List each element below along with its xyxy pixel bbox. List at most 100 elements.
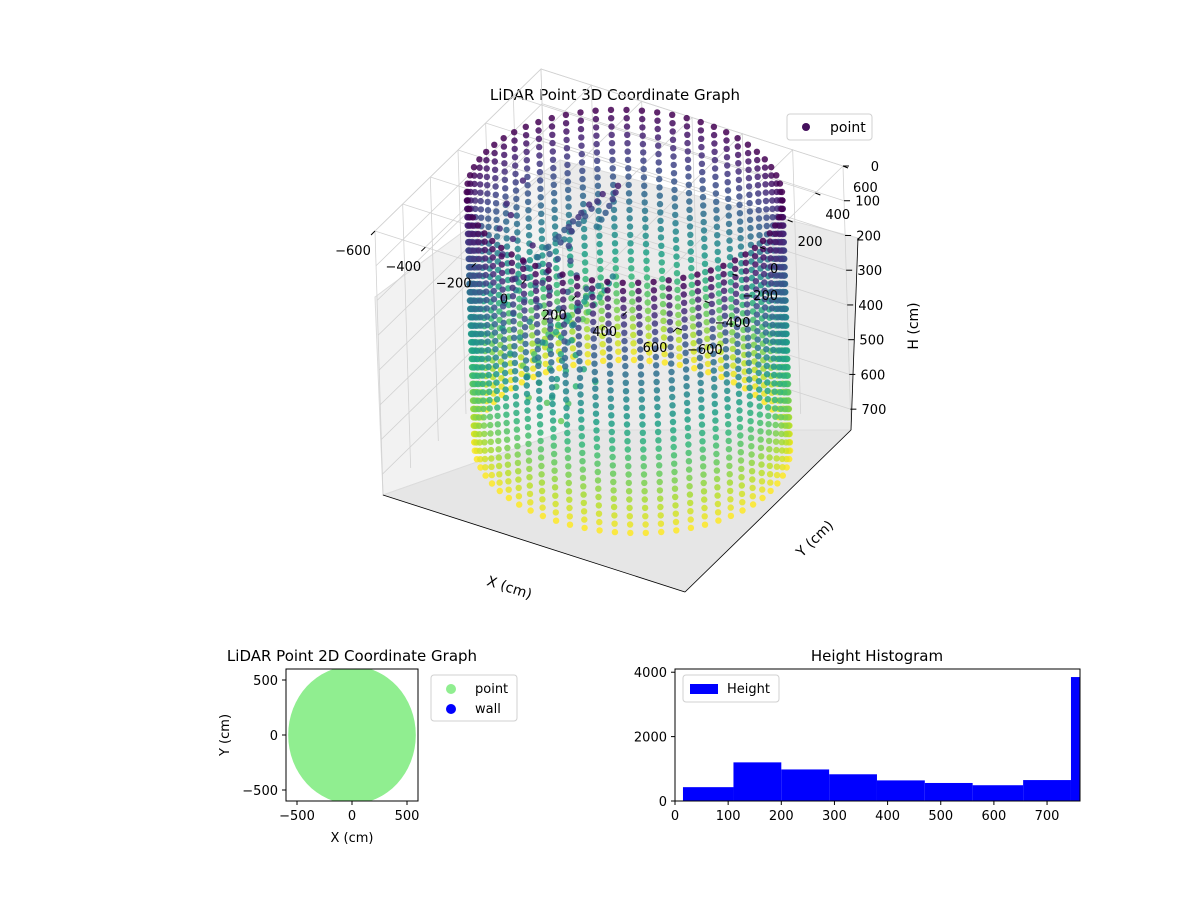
data-point-3d [466, 172, 474, 179]
data-point-3d [657, 495, 664, 502]
data-point-3d [480, 405, 487, 413]
data-point-3d [591, 368, 598, 376]
data-point-3d [501, 151, 508, 159]
data-point-3d [695, 321, 703, 328]
y-tick-3d [732, 273, 738, 277]
data-point-3d [473, 339, 480, 346]
data-point-3d [739, 507, 746, 514]
data-point-3d [613, 298, 620, 305]
data-point-3d [727, 504, 734, 511]
data-point-3d [746, 384, 753, 391]
data-point-3d [736, 399, 743, 406]
y-tick-label-3d: 200 [798, 235, 823, 250]
data-point-3d [576, 358, 583, 365]
data-point-3d [642, 232, 649, 239]
data-point-3d [548, 114, 555, 122]
data-point-3d [515, 262, 522, 269]
data-point-3d [670, 435, 677, 442]
data-point-3d [565, 463, 572, 470]
data-point-3d [657, 217, 664, 224]
data-point-3d [725, 446, 733, 453]
data-point-3d [747, 434, 755, 441]
data-point-3d [700, 210, 707, 217]
data-point-3d [476, 156, 483, 163]
data-point-3d [720, 287, 728, 294]
data-point-3d [684, 156, 692, 163]
data-point-3d [737, 226, 744, 234]
data-point-3d [714, 500, 722, 508]
data-point-3d [538, 479, 546, 486]
data-point-3d [574, 299, 581, 306]
data-point-3d [694, 288, 702, 295]
data-point-3d [723, 129, 730, 136]
data-point-3d [551, 484, 559, 491]
data-point-3d [553, 265, 560, 272]
data-point-3d [685, 181, 692, 188]
data-point-3d [514, 451, 521, 458]
data-point-3d [492, 346, 499, 353]
data-point-3d [485, 223, 492, 231]
histogram-title: Height Histogram [811, 647, 943, 665]
data-point-3d [762, 181, 769, 188]
data-point-3d [627, 231, 634, 239]
data-point-3d [577, 383, 584, 390]
y-tick-label-hist: 4000 [634, 666, 667, 681]
data-point-3d [757, 428, 764, 435]
data-point-3d [673, 270, 681, 277]
data-point-3d [595, 510, 603, 517]
data-point-3d [622, 371, 629, 378]
data-point-3d [477, 189, 484, 196]
data-point-3d [667, 352, 675, 359]
data-point-3d [523, 148, 530, 156]
data-point-3d [591, 352, 598, 359]
data-point-3d [505, 469, 512, 477]
data-point-3d [470, 239, 477, 246]
data-point-3d [726, 471, 733, 478]
data-point-3d [511, 154, 519, 161]
data-point-3d [491, 158, 498, 165]
data-point-3d [716, 323, 724, 331]
data-point-3d [510, 318, 517, 325]
data-point-3d [650, 278, 657, 286]
data-point-3d [756, 403, 763, 410]
data-point-3d [628, 265, 635, 272]
data-point-3d [763, 222, 770, 230]
data-point-3d [514, 254, 522, 261]
data-point-3d [646, 357, 653, 364]
data-point-3d [523, 382, 530, 389]
data-point-3d [749, 493, 756, 500]
data-point-3d [564, 454, 572, 462]
x-tick-3d [571, 295, 577, 301]
data-point-3d [680, 299, 688, 306]
data-point-3d [623, 115, 630, 122]
data-point-3d [675, 336, 683, 344]
data-point-3d [609, 273, 616, 280]
data-point-3d [620, 304, 627, 311]
data-point-3d [482, 280, 490, 287]
legend-histogram: Height [682, 674, 780, 703]
data-point-3d [660, 317, 667, 324]
data-point-3d [711, 148, 718, 155]
data-point-3d [501, 361, 509, 368]
data-point-3d [552, 517, 560, 524]
data-point-3d [483, 173, 491, 181]
data-point-3d [554, 255, 561, 263]
data-point-3d [722, 329, 729, 336]
data-point-3d [743, 292, 750, 300]
data-point-3d [581, 242, 588, 249]
data-point-3d [624, 454, 632, 461]
data-point-3d [755, 353, 762, 360]
data-point-3d [582, 294, 590, 301]
data-point-3d [495, 446, 502, 453]
data-point-3d [715, 517, 722, 524]
data-point-3d [656, 487, 664, 494]
data-point-3d [495, 437, 502, 445]
data-point-3d [698, 413, 705, 420]
data-point-3d [687, 516, 694, 523]
data-point-3d [712, 425, 719, 433]
data-point-3d [526, 482, 533, 489]
data-point-3d [726, 454, 733, 461]
y-tick-3d [759, 246, 766, 250]
data-point-3d [778, 439, 785, 446]
data-point-3d [744, 317, 751, 325]
